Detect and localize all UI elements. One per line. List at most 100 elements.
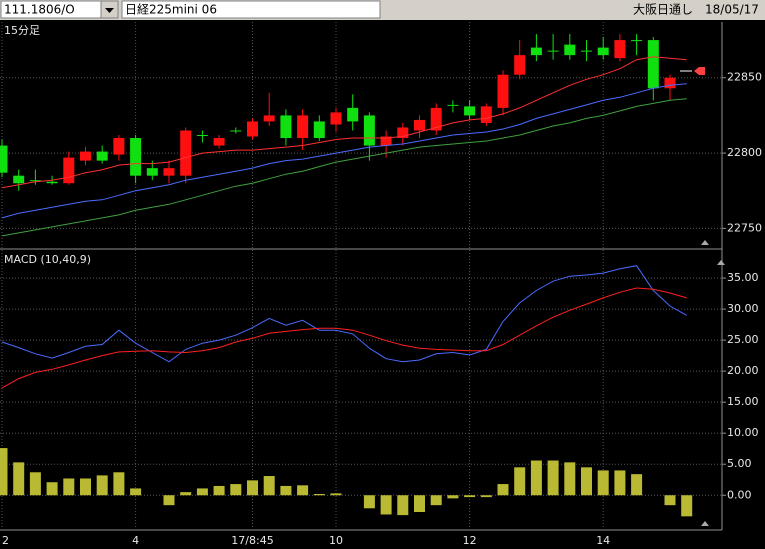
candle-body [213, 138, 225, 146]
panel-title: MACD (10,40,9) [4, 253, 91, 266]
histogram-bar [681, 495, 693, 517]
candle-body [480, 106, 492, 123]
histogram-bar [13, 462, 25, 496]
scroll-marker [701, 521, 709, 526]
moving-average [1, 98, 687, 237]
scroll-marker [701, 240, 709, 245]
x-tick-label: 17/8:45 [231, 534, 273, 547]
candle-body [597, 47, 609, 56]
candle-body [146, 168, 158, 176]
candle-body [647, 40, 659, 89]
histogram-bar [297, 485, 309, 496]
histogram-bar [664, 495, 676, 506]
histogram-bar [280, 485, 292, 496]
price-marker [694, 67, 705, 75]
scroll-marker [717, 260, 725, 265]
histogram-bar [196, 488, 208, 496]
histogram-bar [29, 472, 41, 496]
candle-body [230, 130, 242, 132]
histogram-bar [480, 495, 492, 498]
moving-average [1, 83, 687, 219]
x-tick-label: 14 [596, 534, 610, 547]
histogram-bar [414, 495, 425, 513]
candle-body [130, 138, 142, 176]
histogram-bar [80, 478, 91, 496]
x-tick-label: 10 [329, 534, 343, 547]
histogram-bar [247, 480, 258, 496]
y-tick-label: 5.00 [727, 457, 752, 470]
histogram-bar [380, 495, 392, 515]
candle-body [63, 157, 75, 184]
candle-body [447, 104, 459, 106]
histogram-bar [631, 474, 643, 496]
histogram-bar [497, 484, 509, 496]
histogram-bar [46, 482, 58, 496]
histogram-bar [447, 495, 459, 499]
y-tick-label: 30.00 [727, 302, 759, 315]
candle-body [180, 130, 192, 176]
market: 大阪日通し [633, 3, 693, 17]
instrument-box[interactable] [121, 0, 381, 19]
y-tick-label: 22850 [727, 71, 762, 84]
histogram-bar [63, 478, 75, 496]
macd-line [1, 265, 687, 363]
histogram-bar [514, 467, 526, 496]
instrument: 日経225mini 06 [125, 3, 217, 17]
dropdown-arrow [105, 8, 114, 13]
y-tick-label: 22800 [727, 146, 762, 159]
candle-body [514, 55, 526, 75]
candle-body [363, 115, 375, 146]
panel-title: 15分足 [4, 24, 40, 37]
candle-body [547, 50, 559, 52]
date: 18/05/17 [705, 3, 759, 17]
histogram-bar [397, 495, 409, 516]
macd-line [1, 287, 687, 389]
y-tick-label: 20.00 [727, 364, 759, 377]
histogram-bar [547, 460, 559, 496]
histogram-bar [330, 493, 342, 496]
candle-body [614, 40, 626, 59]
candle-body [113, 138, 125, 155]
toolbar: 111.1806/O 日経225mini 06 大阪日通し 18/05/17 [0, 0, 765, 20]
candle-body [297, 115, 309, 139]
histogram-bar [363, 495, 375, 509]
y-tick-label: 35.00 [727, 271, 759, 284]
candle-body [96, 151, 108, 161]
histogram-bar [430, 495, 442, 506]
histogram-bar [263, 476, 275, 496]
candle-body [397, 127, 409, 139]
candle-body [0, 145, 8, 173]
candle-body [280, 115, 292, 139]
y-tick-label: 22750 [727, 221, 762, 234]
candle-body [29, 180, 41, 182]
histogram-bar [581, 467, 592, 496]
histogram-bar [614, 470, 626, 496]
candle-body [80, 151, 91, 161]
x-tick-label: 12 [463, 534, 477, 547]
histogram-bar [530, 460, 542, 496]
candle-body [347, 107, 359, 122]
histogram-bar [213, 485, 225, 496]
histogram-bar [564, 462, 576, 496]
histogram-bar [113, 472, 125, 496]
y-tick-label: 15.00 [727, 395, 759, 408]
candle-body [330, 112, 342, 125]
candle-body [430, 107, 442, 131]
candle-body [464, 106, 476, 116]
candle-body [313, 121, 325, 139]
y-tick-label: 25.00 [727, 333, 759, 346]
y-tick-label: 10.00 [727, 426, 759, 439]
histogram-bar [0, 448, 8, 496]
histogram-bar [230, 484, 242, 496]
candle-body [163, 168, 175, 176]
candle-body [530, 47, 542, 56]
candle-body [414, 119, 425, 131]
candle-body [664, 77, 676, 89]
histogram-bar [313, 494, 325, 496]
candle-body [247, 121, 258, 137]
moving-average [1, 56, 687, 189]
candle-body [263, 115, 275, 122]
